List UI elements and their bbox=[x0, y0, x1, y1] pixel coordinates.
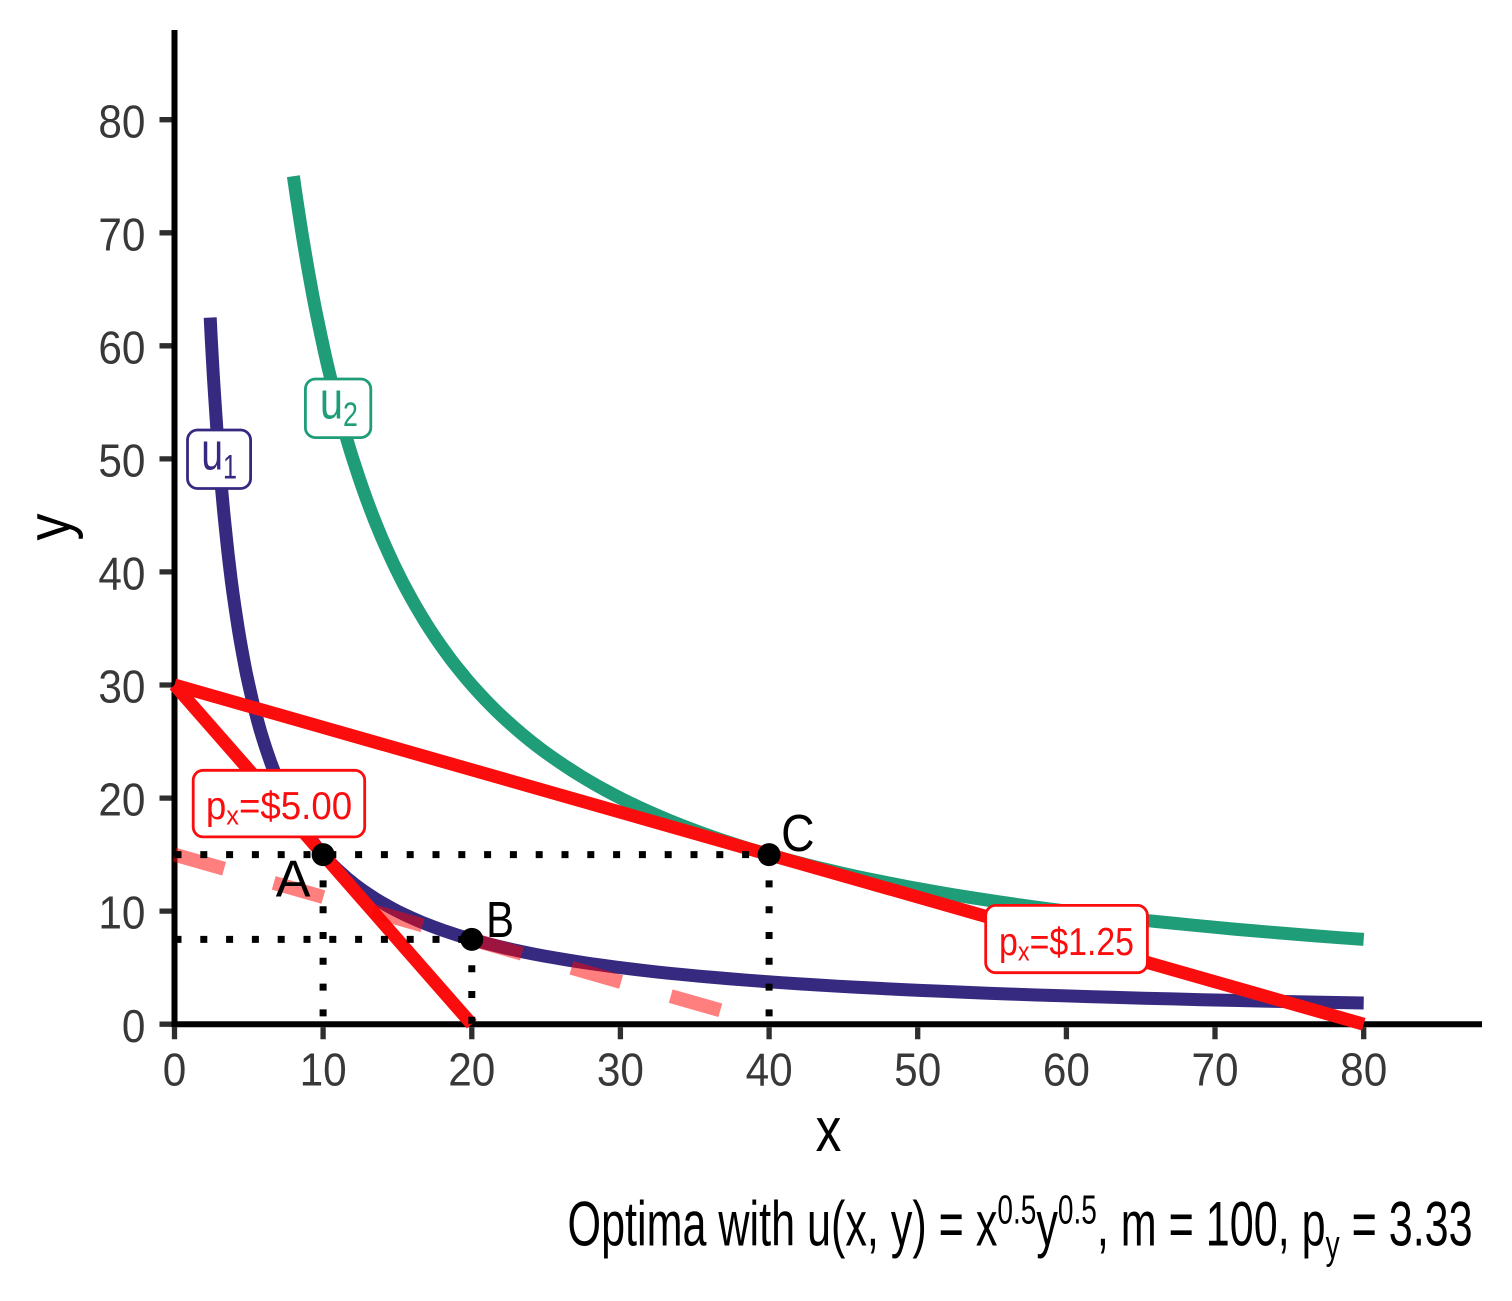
svg-text:50: 50 bbox=[894, 1045, 941, 1096]
svg-text:40: 40 bbox=[98, 549, 145, 600]
svg-text:80: 80 bbox=[1340, 1045, 1387, 1096]
svg-text:Optima with u(x, y) = x0.5y0.5: Optima with u(x, y) = x0.5y0.5, m = 100,… bbox=[568, 1188, 1473, 1268]
svg-text:30: 30 bbox=[597, 1045, 644, 1096]
svg-text:80: 80 bbox=[98, 97, 145, 148]
svg-text:40: 40 bbox=[746, 1045, 793, 1096]
svg-text:60: 60 bbox=[1043, 1045, 1090, 1096]
svg-text:10: 10 bbox=[300, 1045, 347, 1096]
svg-text:30: 30 bbox=[98, 662, 145, 713]
svg-text:A: A bbox=[276, 850, 311, 908]
svg-text:20: 20 bbox=[98, 775, 145, 826]
svg-text:20: 20 bbox=[448, 1045, 495, 1096]
svg-text:x: x bbox=[816, 1096, 842, 1166]
svg-text:70: 70 bbox=[98, 210, 145, 261]
svg-text:70: 70 bbox=[1191, 1045, 1238, 1096]
svg-text:y: y bbox=[15, 514, 84, 541]
svg-text:B: B bbox=[486, 891, 514, 948]
svg-text:u1: u1 bbox=[201, 422, 237, 487]
svg-text:u2: u2 bbox=[320, 372, 358, 434]
svg-text:0: 0 bbox=[163, 1045, 187, 1096]
svg-text:px=$1.25: px=$1.25 bbox=[999, 920, 1134, 967]
svg-text:50: 50 bbox=[98, 436, 145, 487]
svg-text:0: 0 bbox=[122, 1001, 146, 1052]
svg-text:px=$5.00: px=$5.00 bbox=[206, 785, 352, 831]
svg-text:C: C bbox=[781, 805, 814, 863]
svg-text:60: 60 bbox=[98, 323, 145, 374]
svg-text:10: 10 bbox=[98, 888, 145, 939]
